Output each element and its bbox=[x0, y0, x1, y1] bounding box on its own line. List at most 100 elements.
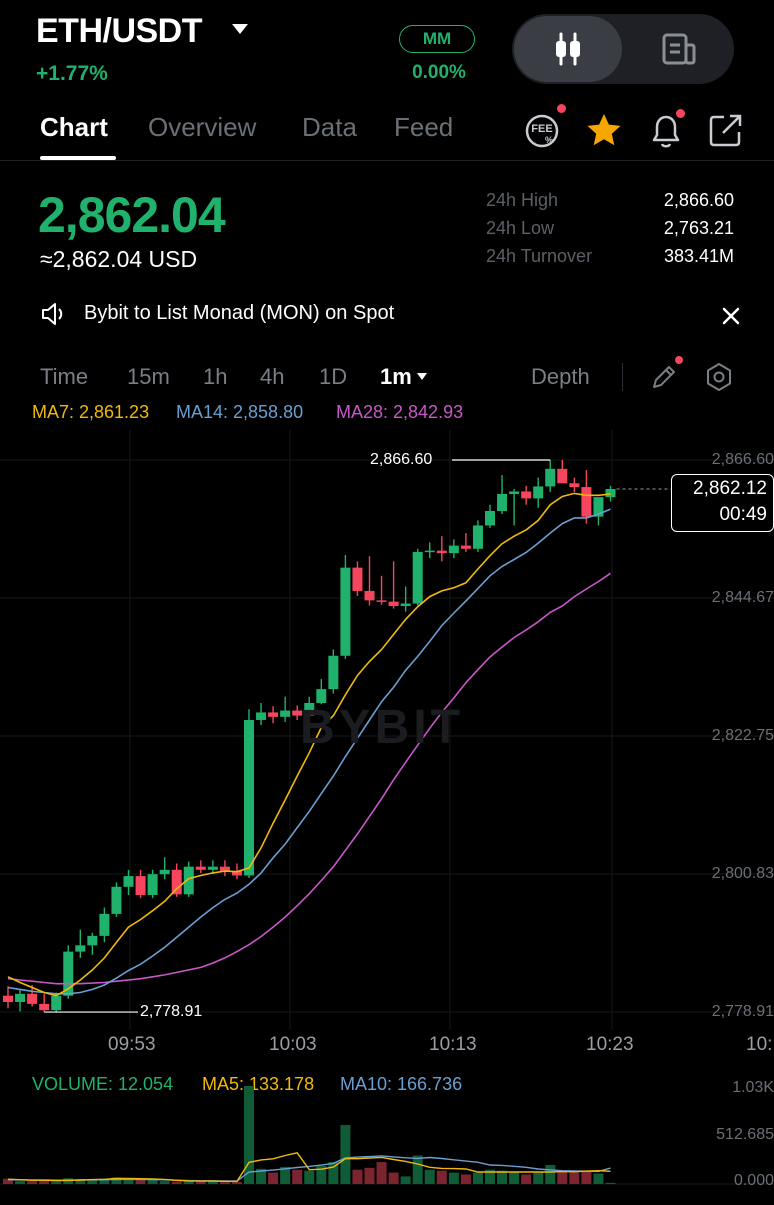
volume-bar bbox=[485, 1169, 495, 1184]
candle-body bbox=[593, 497, 604, 517]
y-axis-label: 2,844.67 bbox=[711, 589, 774, 606]
timeframe-time[interactable]: Time bbox=[40, 364, 89, 389]
volume-bar bbox=[436, 1170, 447, 1184]
volume-chart[interactable] bbox=[0, 1060, 774, 1200]
volume-bar bbox=[280, 1166, 291, 1184]
volume-legend: VOLUME: 12.054 bbox=[32, 1074, 174, 1094]
candle-body bbox=[316, 689, 327, 703]
stat-label-high: 24h High bbox=[486, 190, 559, 210]
announcement-text[interactable]: Bybit to List Monad (MON) on Spot bbox=[84, 302, 395, 324]
tab-data[interactable]: Data bbox=[302, 112, 357, 142]
close-icon[interactable] bbox=[720, 305, 742, 327]
price-change: +1.77% bbox=[36, 62, 108, 85]
volume-bar bbox=[15, 1181, 26, 1184]
timeframe-1h[interactable]: 1h bbox=[203, 364, 228, 389]
candle-body bbox=[292, 710, 303, 716]
volume-bar bbox=[75, 1179, 86, 1184]
volume-bar bbox=[231, 1182, 242, 1184]
volume-y-label: 0.000 bbox=[733, 1172, 774, 1189]
timeframe-1d[interactable]: 1D bbox=[319, 364, 348, 389]
volume-bar bbox=[605, 1182, 616, 1184]
bell-icon[interactable] bbox=[648, 112, 684, 150]
volume-ma10-legend: MA10: 166.736 bbox=[340, 1074, 463, 1094]
chevron-down-icon[interactable] bbox=[232, 24, 248, 34]
x-axis-label: 10:23 bbox=[586, 1034, 634, 1055]
toolbar-divider bbox=[622, 363, 623, 391]
volume-bar bbox=[135, 1180, 146, 1184]
candle-body bbox=[183, 866, 194, 895]
chart-view-button[interactable] bbox=[514, 16, 622, 82]
depth-tab[interactable]: Depth bbox=[531, 364, 590, 389]
volume-bar bbox=[244, 1086, 254, 1184]
volume-bar bbox=[388, 1172, 399, 1184]
candle-body bbox=[207, 866, 218, 870]
stat-label-low: 24h Low bbox=[486, 218, 555, 238]
candle-body bbox=[545, 468, 556, 487]
candle-body bbox=[400, 603, 411, 607]
candle-body bbox=[376, 600, 387, 602]
volume-bar bbox=[352, 1169, 363, 1184]
active-tab-indicator bbox=[40, 156, 116, 160]
stat-value-turnover: 383.41M bbox=[663, 246, 734, 266]
tab-overview[interactable]: Overview bbox=[148, 112, 257, 142]
info-view-button[interactable] bbox=[622, 14, 734, 84]
timeframe-15m[interactable]: 15m bbox=[127, 364, 170, 389]
volume-canvas bbox=[0, 1086, 774, 1185]
notification-dot bbox=[675, 356, 683, 364]
volume-bar bbox=[533, 1172, 544, 1184]
y-axis-label: 2,800.83 bbox=[711, 865, 774, 882]
volume-ma5-legend: MA5: 133.178 bbox=[202, 1074, 315, 1094]
volume-bar bbox=[557, 1171, 568, 1184]
volume-bar bbox=[111, 1177, 122, 1184]
volume-bar bbox=[328, 1162, 339, 1184]
volume-bar bbox=[376, 1162, 387, 1184]
volume-bar bbox=[448, 1172, 459, 1184]
symbol-title[interactable]: ETH/USDT bbox=[36, 12, 203, 50]
notification-dot bbox=[676, 109, 685, 118]
star-icon[interactable] bbox=[585, 112, 623, 148]
ma28-legend: MA28: 2,842.93 bbox=[336, 402, 464, 422]
candle-body bbox=[364, 590, 375, 601]
x-axis-label: 09:53 bbox=[108, 1034, 156, 1055]
candle-body bbox=[581, 487, 592, 517]
mm-badge[interactable]: MM bbox=[399, 25, 475, 53]
ma7-legend: MA7: 2,861.23 bbox=[32, 402, 150, 422]
volume-bar bbox=[304, 1170, 315, 1184]
candle-body bbox=[472, 525, 483, 549]
svg-text:FEE: FEE bbox=[531, 123, 552, 135]
high-marker-label: 2,866.60 bbox=[370, 451, 433, 468]
volume-bar bbox=[412, 1155, 423, 1184]
stat-value-high: 2,866.60 bbox=[663, 190, 734, 210]
share-icon[interactable] bbox=[708, 112, 744, 148]
y-axis-label: 2,778.91 bbox=[711, 1003, 774, 1020]
candlestick-chart[interactable] bbox=[0, 430, 774, 1030]
news-icon bbox=[662, 33, 696, 65]
candle-body bbox=[388, 601, 399, 607]
volume-bar bbox=[171, 1181, 182, 1184]
fee-icon[interactable]: FEE % bbox=[524, 112, 564, 150]
current-price-tag: 2,862.12 00:49 bbox=[671, 474, 774, 532]
candle-body bbox=[340, 567, 351, 656]
chevron-down-icon[interactable] bbox=[417, 373, 427, 380]
candle-body bbox=[509, 491, 520, 494]
timeframe-1m[interactable]: 1m bbox=[380, 364, 412, 389]
candle-body bbox=[159, 869, 170, 875]
tab-chart[interactable]: Chart bbox=[40, 112, 108, 142]
timeframe-4h[interactable]: 4h bbox=[260, 364, 285, 389]
volume-bar bbox=[183, 1181, 194, 1184]
candlestick-icon bbox=[556, 32, 580, 66]
candle-body bbox=[171, 869, 182, 895]
bybit-watermark: BYBIT bbox=[300, 701, 464, 754]
candle-body bbox=[605, 488, 616, 498]
volume-bar bbox=[39, 1180, 50, 1184]
candle-body bbox=[147, 874, 158, 895]
volume-ma5-line bbox=[7, 1152, 611, 1183]
volume-bar bbox=[292, 1169, 303, 1184]
settings-icon[interactable] bbox=[704, 362, 734, 392]
volume-bar bbox=[593, 1173, 604, 1184]
volume-y-label: 512.685 bbox=[716, 1126, 774, 1143]
pencil-icon[interactable] bbox=[650, 363, 678, 391]
tab-feed[interactable]: Feed bbox=[394, 112, 454, 142]
candle-body bbox=[460, 545, 471, 549]
candle-body bbox=[63, 951, 74, 996]
